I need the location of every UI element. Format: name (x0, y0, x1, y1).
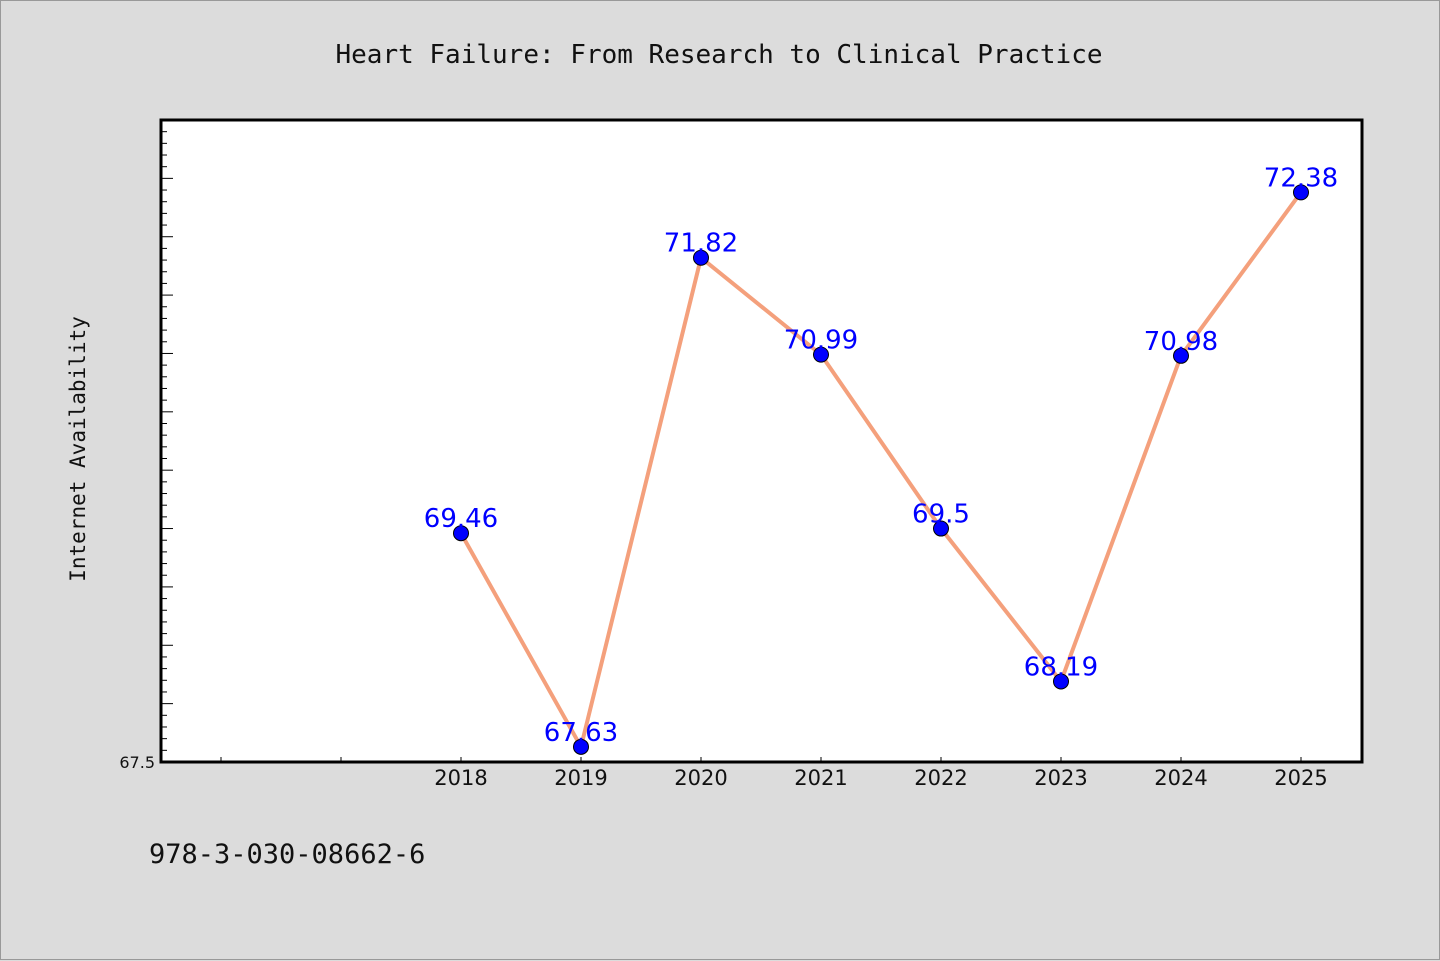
data-point (1173, 347, 1189, 364)
x-tick-label: 2021 (794, 766, 847, 790)
x-tick-label: 2018 (434, 766, 487, 790)
data-point (453, 525, 469, 542)
x-tick-label: 2022 (914, 766, 967, 790)
data-label: 72.38 (1264, 163, 1338, 193)
y-tick-label: 67.5 (119, 753, 155, 772)
data-point (813, 346, 829, 363)
x-axis-ticks: 2018 2019 2020 2021 2022 2023 2024 2025 (220, 757, 1328, 790)
plot-area (159, 118, 1364, 764)
x-tick-label: 2019 (554, 766, 607, 790)
data-point (693, 249, 709, 266)
data-point (933, 520, 949, 537)
series-data-labels: 69.46 67.63 71.82 70.99 69.5 68.19 70.98 72.38 (424, 163, 1338, 747)
x-tick-label: 2023 (1034, 766, 1087, 790)
data-label: 69.46 (424, 504, 498, 534)
data-label: 69.5 (912, 500, 970, 530)
data-label: 68.19 (1024, 652, 1098, 682)
data-label: 70.99 (784, 326, 858, 356)
data-point (573, 738, 589, 755)
x-tick-label: 2024 (1154, 766, 1207, 790)
x-tick-label: 2025 (1274, 766, 1327, 790)
data-point (1053, 673, 1069, 690)
data-point (1293, 184, 1309, 201)
series-polyline (459, 191, 1303, 749)
data-label: 67.63 (544, 718, 618, 748)
isbn-footer: 978-3-030-08662-6 (149, 839, 425, 870)
x-tick-label: 2020 (674, 766, 727, 790)
chart-title: Heart Failure: From Research to Clinical… (335, 40, 1102, 70)
y-axis-ticks: 67.5 (119, 119, 173, 772)
data-label: 71.82 (664, 229, 738, 259)
y-axis-label: Internet Availability (66, 316, 90, 582)
data-label: 70.98 (1144, 327, 1218, 357)
series-points (453, 184, 1309, 755)
series-line (459, 191, 1303, 749)
